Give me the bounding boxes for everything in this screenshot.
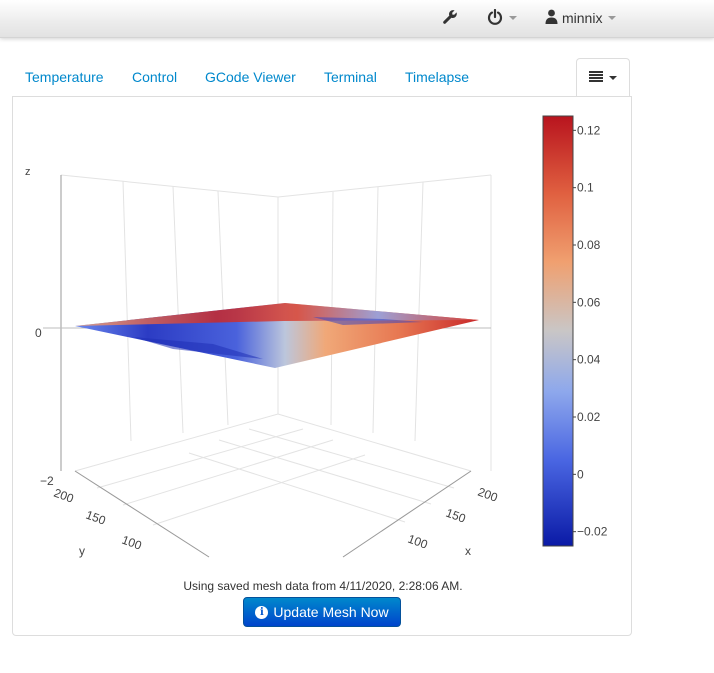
update-mesh-button[interactable]: i Update Mesh Now xyxy=(243,597,401,627)
mesh-surface-plot[interactable]: z 0 −2 200 150 100 y 200 150 100 x 0.120… xyxy=(13,97,633,577)
user-menu-button[interactable]: minnix xyxy=(545,0,617,36)
mesh-status-text: Using saved mesh data from 4/11/2020, 2:… xyxy=(183,579,463,593)
colorbar-tick-label: 0.02 xyxy=(577,410,601,424)
colorbar-tick-label: 0.04 xyxy=(577,353,601,367)
settings-button[interactable] xyxy=(442,0,458,36)
mesh-surface xyxy=(75,303,479,368)
plot-axes xyxy=(60,175,472,558)
colorbar: 0.12 0.1 0.08 0.06 0.04 0.02 0 −0.02 xyxy=(542,115,608,547)
colorbar-tick-label: 0.08 xyxy=(577,238,601,252)
tab-temperature[interactable]: Temperature xyxy=(25,69,104,85)
chevron-down-icon xyxy=(608,16,617,20)
y-tick-label: 100 xyxy=(120,533,144,553)
wrench-icon xyxy=(442,9,458,28)
x-tick-label: 150 xyxy=(444,506,468,526)
username-label: minnix xyxy=(562,10,603,26)
x-tick-label: 100 xyxy=(406,532,430,552)
system-menu-button[interactable] xyxy=(487,0,517,36)
chevron-down-icon xyxy=(609,75,617,80)
colorbar-tick-label: 0.12 xyxy=(577,123,601,137)
y-axis-label: y xyxy=(79,544,85,558)
tab-timelapse[interactable]: Timelapse xyxy=(405,69,470,85)
power-icon xyxy=(487,8,503,28)
list-icon xyxy=(589,69,603,87)
colorbar-tick-label: −0.02 xyxy=(577,525,608,539)
update-mesh-button-label: Update Mesh Now xyxy=(273,604,389,620)
top-navbar: minnix xyxy=(0,0,714,38)
tab-overflow-menu[interactable] xyxy=(576,58,630,97)
colorbar-tick-label: 0.06 xyxy=(577,295,601,309)
main-tabs: Temperature Control GCode Viewer Termina… xyxy=(12,58,632,97)
chevron-down-icon xyxy=(509,16,517,20)
z-axis-label: z xyxy=(25,166,31,178)
info-circle-icon: i xyxy=(255,605,269,619)
y-tick-label: 150 xyxy=(84,508,108,528)
bed-mesh-panel: z 0 −2 200 150 100 y 200 150 100 x 0.12 0… xyxy=(12,96,632,636)
colorbar-tick-label: 0 xyxy=(577,467,584,481)
tab-gcode-viewer[interactable]: GCode Viewer xyxy=(205,69,296,85)
tab-control[interactable]: Control xyxy=(132,69,178,85)
z-tick-label: 0 xyxy=(35,326,42,340)
user-icon xyxy=(545,9,558,27)
tab-terminal[interactable]: Terminal xyxy=(324,69,377,85)
y-tick-label: 200 xyxy=(52,486,76,506)
z-tick-label: −2 xyxy=(40,474,54,488)
colorbar-tick-label: 0.1 xyxy=(577,181,594,195)
x-tick-label: 200 xyxy=(476,485,500,505)
x-axis-label: x xyxy=(465,544,471,558)
